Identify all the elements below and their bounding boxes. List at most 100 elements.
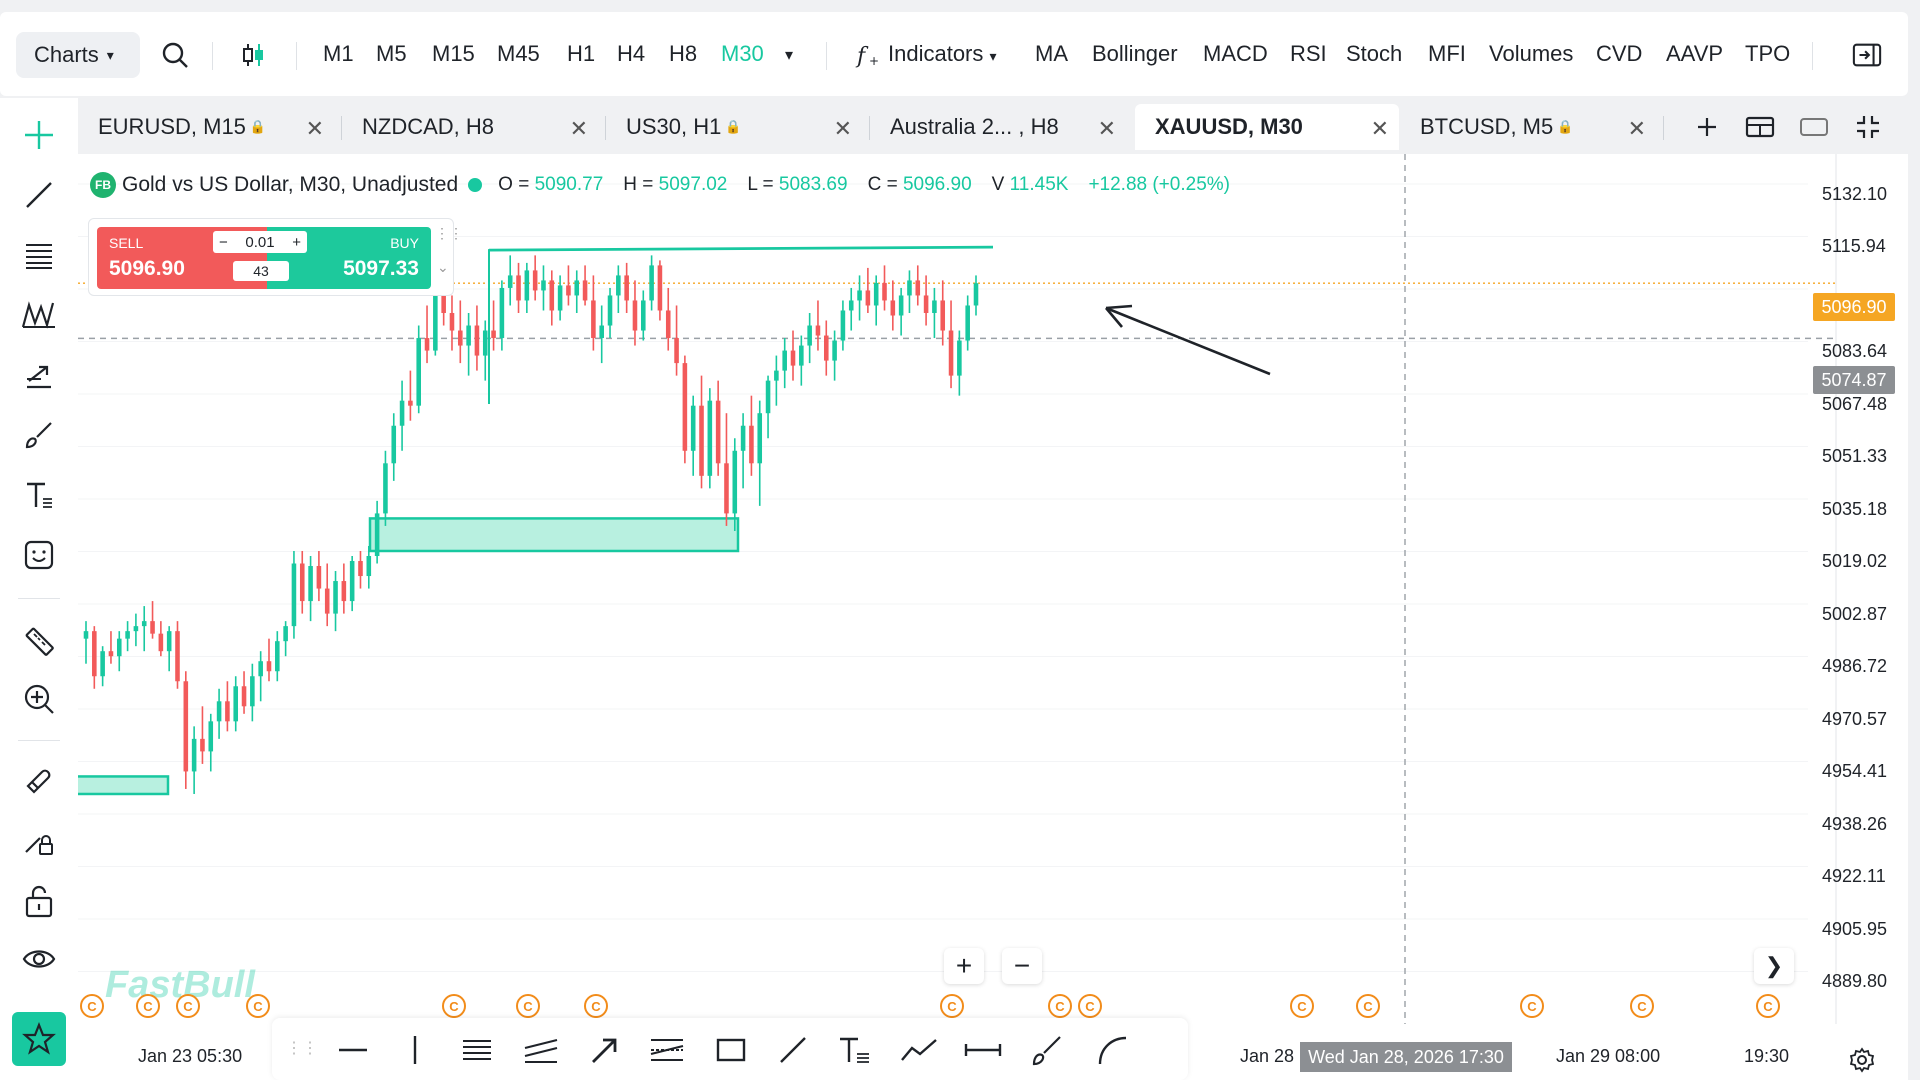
tab-xauusd[interactable]: XAUUSD, M30 ✕ <box>1135 104 1399 150</box>
close-icon[interactable]: ✕ <box>1370 116 1389 141</box>
chart-area[interactable] <box>78 154 1908 1080</box>
event-marker[interactable]: C <box>940 994 964 1018</box>
pattern-icon[interactable] <box>18 294 60 336</box>
timeframe-m1[interactable]: M1 <box>323 41 354 66</box>
brush-icon[interactable] <box>18 414 60 456</box>
indicator-volumes[interactable]: Volumes <box>1489 41 1574 66</box>
rectangle-tool-icon[interactable] <box>712 1032 750 1068</box>
timeframe-m5[interactable]: M5 <box>376 41 407 66</box>
event-marker[interactable]: C <box>136 994 160 1018</box>
trend-line-icon[interactable] <box>18 174 60 216</box>
timeframe-m45[interactable]: M45 <box>497 41 540 66</box>
window-icon[interactable] <box>1799 112 1829 142</box>
zoom-in-icon[interactable] <box>18 678 60 720</box>
tab-australia[interactable]: Australia 2... , H8 ✕ <box>870 104 1126 150</box>
text-annotation-icon[interactable] <box>836 1032 874 1068</box>
ray-line-icon[interactable] <box>774 1032 812 1068</box>
crosshair-cursor-icon[interactable] <box>18 114 60 156</box>
plus-icon[interactable]: + <box>292 233 301 251</box>
unlock-icon[interactable] <box>18 880 60 922</box>
fib-retracement-icon[interactable] <box>18 234 60 276</box>
favorites-star-icon[interactable] <box>12 1012 66 1066</box>
timeframe-more-chevron-icon[interactable]: ▾ <box>785 47 794 64</box>
indicator-tpo[interactable]: TPO <box>1745 41 1791 66</box>
scroll-right-button[interactable]: ❯ <box>1754 948 1794 984</box>
search-icon[interactable] <box>160 40 190 70</box>
gear-icon[interactable] <box>1844 1042 1880 1078</box>
indicator-rsi[interactable]: RSI <box>1290 41 1327 66</box>
timeframe-m15[interactable]: M15 <box>432 41 475 66</box>
ruler-icon[interactable] <box>18 620 60 662</box>
quantity-value[interactable]: 0.01 <box>245 233 275 251</box>
drag-handle-icon[interactable]: ⋮⋮ <box>286 1040 318 1057</box>
candle-body <box>749 425 754 464</box>
tab-btcusd[interactable]: BTCUSD, M5 🔒 ✕ <box>1400 104 1656 150</box>
prediction-icon[interactable] <box>18 354 60 396</box>
candle-body <box>108 651 114 657</box>
collapse-panel-icon[interactable] <box>1852 40 1882 70</box>
timeframe-m30[interactable]: M30 <box>721 41 764 66</box>
event-marker[interactable]: C <box>516 994 540 1018</box>
event-marker[interactable]: C <box>246 994 270 1018</box>
close-icon[interactable]: ✕ <box>569 116 588 141</box>
regression-channel-icon[interactable] <box>648 1032 686 1068</box>
indicator-stoch[interactable]: Stoch <box>1346 41 1403 66</box>
quantity-stepper[interactable]: − 0.01 + <box>213 231 307 253</box>
measure-line-icon[interactable] <box>964 1032 1002 1068</box>
indicator-macd[interactable]: MACD <box>1203 41 1268 66</box>
indicator-cvd[interactable]: CVD <box>1596 41 1643 66</box>
indicator-aavp[interactable]: AAVP <box>1666 41 1724 66</box>
tab-nzdcad[interactable]: NZDCAD, H8 ✕ <box>342 104 598 150</box>
indicator-mfi[interactable]: MFI <box>1428 41 1466 66</box>
zoom-out-button[interactable]: − <box>1002 948 1042 984</box>
vertical-line-icon[interactable] <box>396 1032 434 1068</box>
close-icon[interactable]: ✕ <box>1627 116 1646 141</box>
event-marker[interactable]: C <box>1630 994 1654 1018</box>
minus-icon[interactable]: − <box>219 233 228 251</box>
fullscreen-icon[interactable] <box>1853 112 1883 142</box>
tab-us30[interactable]: US30, H1 🔒 ✕ <box>606 104 862 150</box>
timeframe-h8[interactable]: H8 <box>669 41 698 66</box>
candlestick-type-icon[interactable] <box>238 40 268 70</box>
event-marker[interactable]: C <box>1078 994 1102 1018</box>
charts-menu-button[interactable]: Charts ▾ <box>16 32 140 78</box>
tab-eurusd[interactable]: EURUSD, M15 🔒 ✕ <box>78 104 334 150</box>
layout-icon[interactable] <box>1745 112 1775 142</box>
event-marker[interactable]: C <box>1756 994 1780 1018</box>
close-icon[interactable]: ✕ <box>305 116 324 141</box>
indicator-ma[interactable]: MA <box>1035 41 1068 66</box>
event-marker[interactable]: C <box>584 994 608 1018</box>
parallel-channel-icon[interactable] <box>522 1032 560 1068</box>
zoom-in-button[interactable]: + <box>944 948 984 984</box>
indicators-button[interactable]: Indicators ▾ <box>888 41 997 66</box>
event-marker[interactable]: C <box>1290 994 1314 1018</box>
event-marker[interactable]: C <box>176 994 200 1018</box>
arc-tool-icon[interactable] <box>1094 1032 1132 1068</box>
symbol-title[interactable]: Gold vs US Dollar, M30, Unadjusted <box>122 173 459 196</box>
horizontal-line-icon[interactable] <box>334 1032 372 1068</box>
timeframe-h1[interactable]: H1 <box>567 41 596 66</box>
paint-brush-icon[interactable] <box>1028 1032 1066 1068</box>
event-marker[interactable]: C <box>1048 994 1072 1018</box>
indicator-bollinger[interactable]: Bollinger <box>1092 41 1178 66</box>
close-icon[interactable]: ✕ <box>1097 116 1116 141</box>
event-marker[interactable]: C <box>1356 994 1380 1018</box>
timeframe-h4[interactable]: H4 <box>617 41 646 66</box>
function-icon[interactable]: f + <box>852 40 882 70</box>
magnet-icon[interactable] <box>18 760 60 802</box>
arrow-tool-icon[interactable] <box>586 1032 624 1068</box>
event-marker[interactable]: C <box>80 994 104 1018</box>
text-tool-icon[interactable] <box>18 474 60 516</box>
add-tab-icon[interactable] <box>1692 112 1722 142</box>
event-marker[interactable]: C <box>1520 994 1544 1018</box>
eye-icon[interactable] <box>18 938 60 980</box>
drag-handle-icon[interactable]: ⋮⋮ <box>435 225 463 241</box>
close-icon[interactable]: ✕ <box>833 116 852 141</box>
polyline-icon[interactable] <box>900 1032 938 1068</box>
buy-button[interactable]: BUY 5097.33 <box>267 227 431 289</box>
lock-drawings-icon[interactable] <box>18 820 60 862</box>
emoji-icon[interactable] <box>18 534 60 576</box>
event-marker[interactable]: C <box>442 994 466 1018</box>
chevron-down-icon[interactable]: ⌄ <box>437 259 449 275</box>
fib-tool-icon[interactable] <box>458 1032 496 1068</box>
